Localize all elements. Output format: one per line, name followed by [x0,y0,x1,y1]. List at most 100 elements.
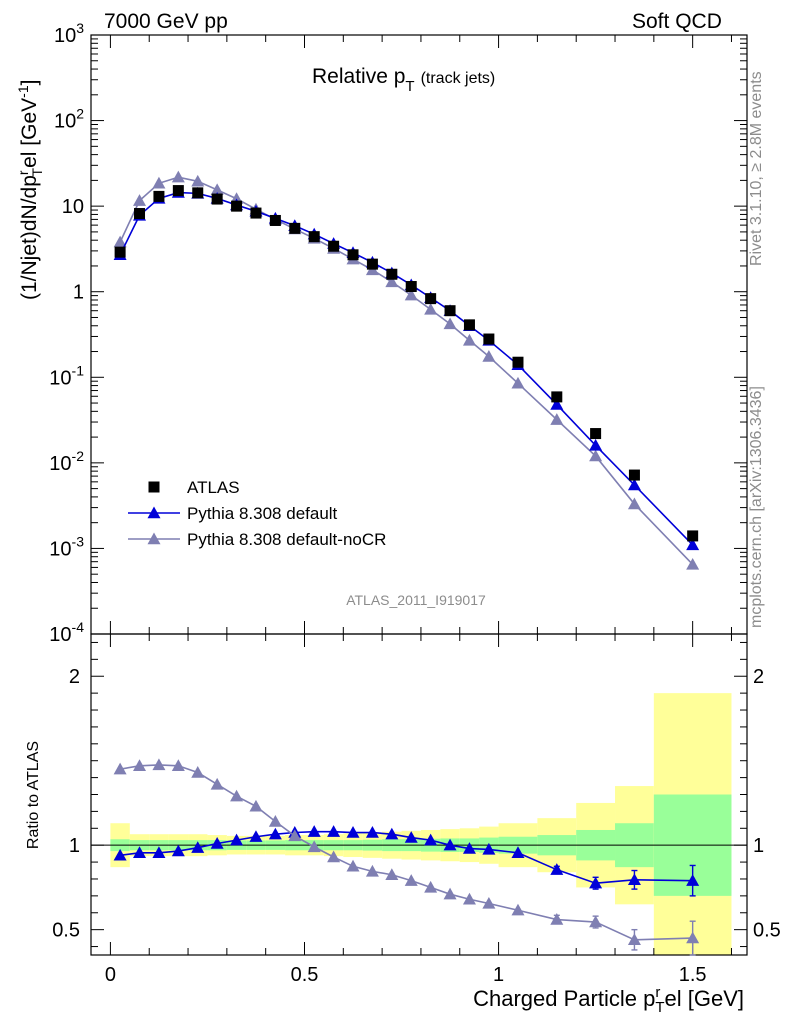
data-point-triangle [171,844,185,857]
y-tick-label: 10-1 [49,362,84,389]
ratio-y-axis-label: Ratio to ATLAS [25,741,42,849]
data-point-triangle [268,827,282,840]
data-point-triangle [550,863,564,875]
data-point-triangle [443,838,457,851]
data-point-triangle [424,880,438,893]
data-point-triangle [482,349,496,362]
y-tick-base: 1 [73,282,84,304]
data-point-triangle [230,833,244,846]
data-point-triangle [385,868,399,880]
y-tick-exponent: 3 [76,20,84,36]
data-point-triangle [133,759,147,771]
y-tick-base: 10 [49,538,71,560]
data-point-square [444,305,456,317]
y-tick-exponent: -1 [72,362,85,378]
data-point-triangle [171,170,185,183]
data-point-triangle [152,758,166,771]
data-point-triangle [133,194,147,206]
data-point-triangle [589,438,603,451]
data-point-square [425,293,437,305]
chart-title-note: (track jets) [421,70,496,87]
data-point-square [512,356,524,368]
data-point-triangle [346,826,360,838]
data-point-triangle [365,826,379,838]
data-point-triangle [686,931,700,944]
data-point-square [231,200,243,212]
data-point-triangle [147,532,161,545]
data-point-triangle [249,830,263,842]
data-point-triangle [113,235,127,248]
data-point-square [153,190,165,202]
data-point-triangle [424,302,438,315]
data-point-triangle [511,903,525,916]
x-axis-label-tail: el [GeV] [665,986,744,1011]
x-tick-label: 1 [493,964,504,986]
data-point-triangle [288,829,302,842]
y-tick-label: 102 [54,106,84,133]
y-tick-label: 10-3 [49,533,84,560]
data-point-triangle [686,538,700,551]
data-point-square [308,231,320,243]
data-point-square [269,214,281,226]
data-point-triangle [171,759,185,771]
data-point-square [289,222,301,234]
y-tick-base: 10 [54,25,76,47]
data-point-triangle [210,183,224,196]
y-tick-exponent: 2 [76,106,84,122]
data-point-triangle [152,846,166,858]
data-point-triangle [191,841,205,853]
data-point-square [114,246,126,258]
data-point-triangle [462,333,476,346]
rivet-version-text: Rivet 3.1.10, ≥ 2.8M events [748,71,765,266]
ratio-y-tick-label-right: 0.5 [753,920,781,942]
data-point-triangle [327,850,341,863]
data-point-triangle [385,827,399,840]
y-tick-base: 10 [54,111,76,133]
chart-title-main: Relative p [312,65,405,88]
analysis-label: ATLAS_2011_I919017 [346,592,486,608]
data-point-triangle [627,497,641,510]
y-tick-exponent: -4 [72,619,85,635]
x-tick-label: 0.5 [291,964,319,986]
data-point-triangle [482,842,496,855]
y-tick-base: 10 [49,624,71,646]
data-point-triangle [113,848,127,861]
ratio-y-tick-label: 2 [69,666,80,688]
ratio-y-tick-label-right: 1 [753,835,764,857]
ratio-panel [90,633,748,956]
data-point-triangle [113,762,127,775]
data-point-triangle [627,478,641,491]
data-point-square [590,428,602,440]
x-tick-label: 1.5 [679,964,707,986]
ratio-y-tick-label-right: 2 [753,666,764,688]
data-point-square [366,258,378,270]
data-point-square [250,207,262,219]
y-axis-label: (1/Njet)dN/dprTel [GeV-1] [15,80,45,300]
data-point-square [386,268,398,280]
data-point-triangle [462,892,476,905]
data-point-square [172,185,184,197]
data-point-triangle [511,376,525,389]
data-point-triangle [307,840,321,853]
y-axis-label-close: ] [18,80,41,86]
data-point-square [687,530,699,542]
data-point-square [148,481,160,493]
data-point-triangle [511,846,525,858]
y-axis-label-sub: T [29,167,45,176]
data-point-triangle [404,874,418,886]
data-point-triangle [462,842,476,854]
data-point-square [628,469,640,481]
data-point-triangle [307,825,321,837]
chart-title-sub: T [405,78,414,95]
chart-marks [113,170,700,956]
data-point-triangle [210,777,224,790]
data-point-square [463,319,475,331]
data-point-triangle [404,288,418,301]
data-point-square [328,240,340,252]
data-point-triangle [589,915,603,928]
y-tick-exponent: -3 [72,533,85,549]
y-tick-base: 10 [49,453,71,475]
x-axis-label: Charged Particle pr Tel [GeV] [473,984,744,1016]
data-point-triangle [152,176,166,189]
data-point-triangle [424,833,438,846]
